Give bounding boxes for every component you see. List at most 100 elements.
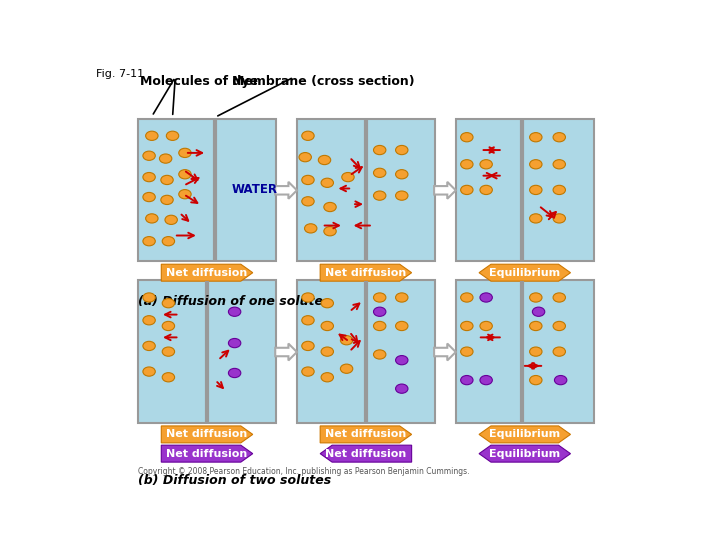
- Ellipse shape: [553, 347, 565, 356]
- Ellipse shape: [179, 190, 191, 199]
- Ellipse shape: [461, 375, 473, 384]
- Polygon shape: [434, 343, 456, 361]
- Ellipse shape: [530, 321, 542, 330]
- Polygon shape: [320, 264, 412, 281]
- Ellipse shape: [342, 172, 354, 182]
- Ellipse shape: [302, 341, 314, 350]
- Ellipse shape: [461, 321, 473, 330]
- Ellipse shape: [553, 185, 565, 194]
- FancyBboxPatch shape: [138, 280, 276, 423]
- Ellipse shape: [374, 321, 386, 330]
- Ellipse shape: [143, 172, 156, 182]
- Ellipse shape: [321, 321, 333, 330]
- Ellipse shape: [179, 148, 191, 158]
- Ellipse shape: [321, 178, 333, 187]
- Ellipse shape: [321, 299, 333, 308]
- Ellipse shape: [461, 185, 473, 194]
- Ellipse shape: [324, 202, 336, 212]
- Ellipse shape: [166, 131, 179, 140]
- Ellipse shape: [461, 293, 473, 302]
- Ellipse shape: [480, 375, 492, 384]
- Ellipse shape: [143, 192, 156, 201]
- Ellipse shape: [480, 160, 492, 169]
- FancyBboxPatch shape: [138, 119, 276, 261]
- Ellipse shape: [165, 215, 177, 225]
- Ellipse shape: [179, 170, 191, 179]
- Ellipse shape: [145, 214, 158, 223]
- Polygon shape: [161, 264, 253, 281]
- Text: Membrane (cross section): Membrane (cross section): [232, 75, 415, 88]
- Ellipse shape: [530, 214, 542, 223]
- Ellipse shape: [143, 151, 156, 160]
- Ellipse shape: [321, 373, 333, 382]
- Ellipse shape: [143, 341, 156, 350]
- Ellipse shape: [395, 191, 408, 200]
- Ellipse shape: [341, 364, 353, 373]
- Polygon shape: [434, 182, 456, 199]
- Ellipse shape: [553, 133, 565, 142]
- Ellipse shape: [305, 224, 317, 233]
- Ellipse shape: [553, 321, 565, 330]
- Polygon shape: [320, 445, 412, 462]
- Ellipse shape: [302, 176, 314, 185]
- Ellipse shape: [321, 347, 333, 356]
- Ellipse shape: [374, 293, 386, 302]
- Ellipse shape: [530, 293, 542, 302]
- Ellipse shape: [302, 197, 314, 206]
- Polygon shape: [161, 445, 253, 462]
- Ellipse shape: [480, 293, 492, 302]
- Ellipse shape: [162, 373, 174, 382]
- Ellipse shape: [228, 368, 240, 377]
- Text: Equilibrium: Equilibrium: [489, 429, 560, 440]
- Ellipse shape: [162, 321, 174, 330]
- Polygon shape: [161, 426, 253, 443]
- Ellipse shape: [480, 185, 492, 194]
- Ellipse shape: [374, 191, 386, 200]
- Text: Net diffusion: Net diffusion: [325, 449, 407, 458]
- Ellipse shape: [159, 154, 172, 163]
- Ellipse shape: [395, 384, 408, 393]
- Ellipse shape: [228, 307, 240, 316]
- Ellipse shape: [143, 316, 156, 325]
- FancyBboxPatch shape: [297, 119, 435, 261]
- Text: Equilibrium: Equilibrium: [489, 449, 560, 458]
- Ellipse shape: [143, 367, 156, 376]
- Ellipse shape: [143, 237, 156, 246]
- Text: Molecules of dye: Molecules of dye: [140, 75, 258, 88]
- Ellipse shape: [553, 293, 565, 302]
- Ellipse shape: [480, 321, 492, 330]
- Text: WATER: WATER: [232, 184, 278, 197]
- Text: Equilibrium: Equilibrium: [489, 268, 560, 278]
- Ellipse shape: [341, 335, 353, 345]
- Text: Net diffusion: Net diffusion: [166, 268, 248, 278]
- Ellipse shape: [395, 293, 408, 302]
- Polygon shape: [275, 343, 297, 361]
- Ellipse shape: [374, 168, 386, 178]
- Ellipse shape: [299, 152, 312, 162]
- Ellipse shape: [374, 145, 386, 154]
- Polygon shape: [479, 426, 570, 443]
- Ellipse shape: [143, 293, 156, 302]
- Ellipse shape: [532, 307, 545, 316]
- Ellipse shape: [374, 307, 386, 316]
- Ellipse shape: [302, 316, 314, 325]
- Ellipse shape: [530, 133, 542, 142]
- Ellipse shape: [162, 347, 174, 356]
- Ellipse shape: [302, 293, 314, 302]
- Ellipse shape: [318, 156, 330, 165]
- FancyBboxPatch shape: [297, 280, 435, 423]
- Ellipse shape: [374, 350, 386, 359]
- Ellipse shape: [554, 375, 567, 384]
- Ellipse shape: [161, 176, 174, 185]
- Text: Net diffusion: Net diffusion: [166, 449, 248, 458]
- Ellipse shape: [162, 299, 174, 308]
- Text: Copyright © 2008 Pearson Education, Inc. publishing as Pearson Benjamin Cummings: Copyright © 2008 Pearson Education, Inc.…: [138, 467, 469, 476]
- Ellipse shape: [553, 214, 565, 223]
- Text: Net diffusion: Net diffusion: [325, 429, 407, 440]
- Ellipse shape: [395, 145, 408, 154]
- Ellipse shape: [162, 237, 174, 246]
- Ellipse shape: [302, 131, 314, 140]
- Ellipse shape: [461, 347, 473, 356]
- Ellipse shape: [530, 375, 542, 384]
- Ellipse shape: [395, 321, 408, 330]
